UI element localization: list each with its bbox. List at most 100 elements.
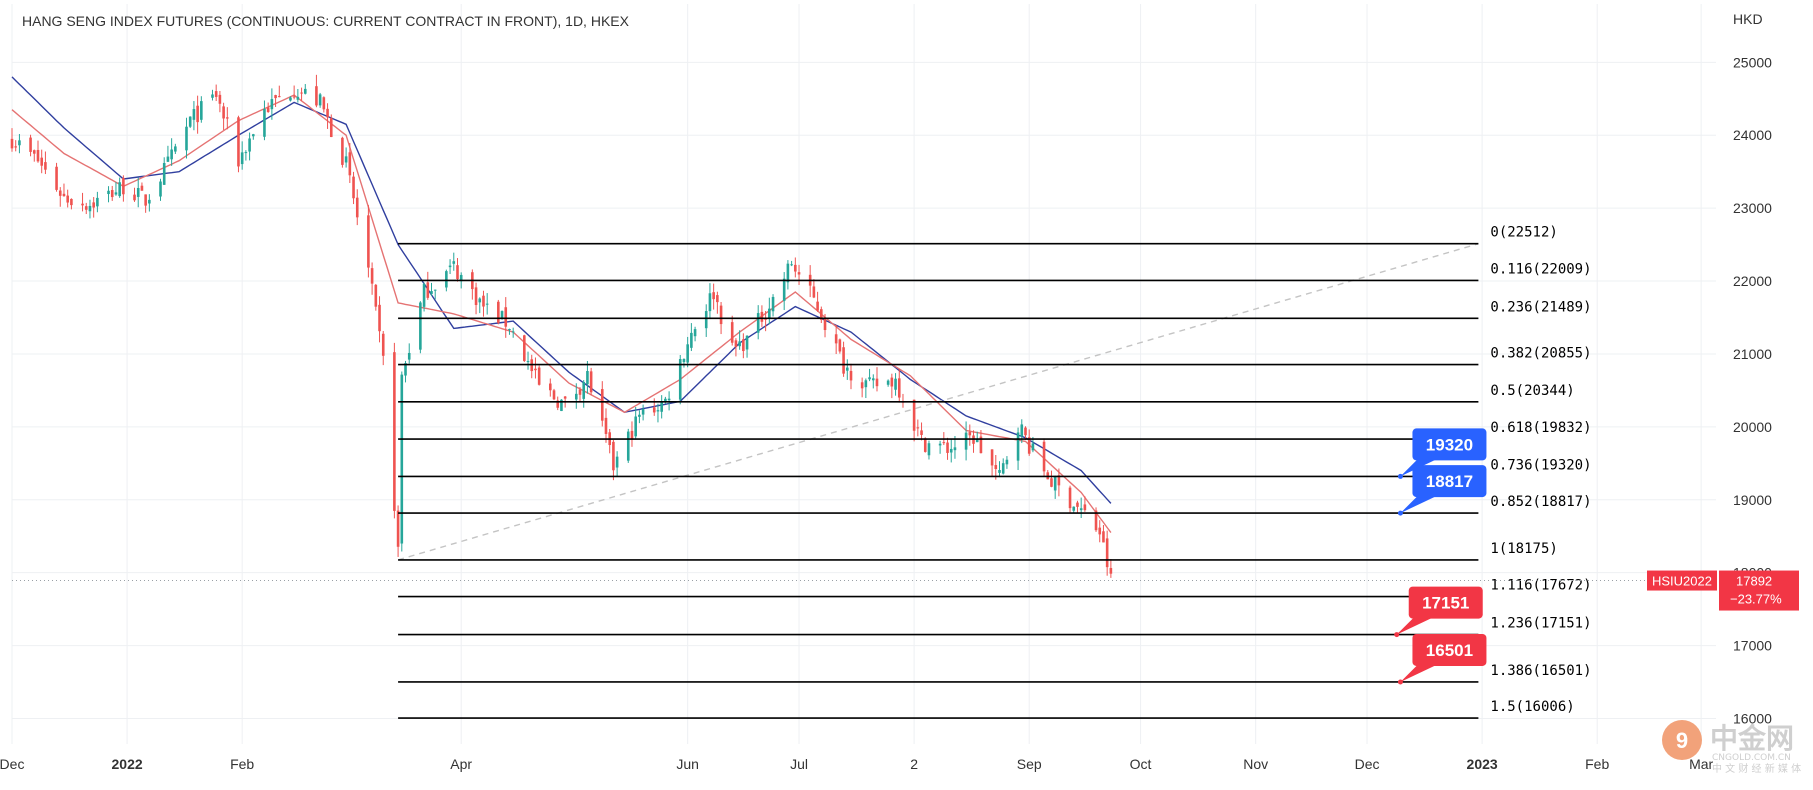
candle-body (537, 367, 541, 385)
candle-body (341, 137, 344, 165)
price-tick-label: 16000 (1733, 710, 1772, 726)
candle (448, 259, 452, 274)
candle (433, 289, 437, 300)
candle (549, 378, 552, 397)
candle (211, 89, 214, 101)
candle (1046, 470, 1050, 480)
candle-body (500, 311, 504, 319)
candle (875, 367, 879, 392)
candle-body (523, 335, 526, 361)
candle (979, 430, 983, 454)
candle-body (174, 146, 177, 152)
candle (964, 421, 968, 461)
candle-body (140, 185, 144, 191)
candle-body (29, 137, 32, 152)
candle-body (667, 398, 671, 401)
candle (122, 175, 125, 202)
symbol-tag-box (1647, 570, 1717, 591)
candle (574, 383, 578, 409)
candle (341, 136, 344, 168)
candle-body (88, 205, 92, 212)
candle-body (352, 176, 355, 199)
candle (374, 283, 378, 311)
price-tick-label: 17000 (1733, 638, 1772, 654)
candle (968, 424, 972, 446)
candle-body (641, 409, 645, 415)
candle (894, 373, 897, 396)
candle-body (797, 272, 801, 275)
candle (734, 338, 738, 357)
candle (1094, 507, 1098, 532)
last-price-tag: HSIU2022 17892 −23.77% (12, 570, 1799, 611)
candle-body (419, 302, 422, 350)
target-label: 18817 (1426, 472, 1473, 491)
candle-body (942, 442, 946, 444)
candle (1050, 470, 1053, 488)
candle-body (964, 432, 968, 450)
candle (600, 381, 604, 427)
candle-body (890, 377, 894, 387)
candle (252, 133, 255, 140)
candle (300, 87, 303, 101)
candle (1053, 475, 1057, 499)
candle-body (946, 442, 949, 453)
candle-body (36, 149, 40, 162)
candle (782, 272, 786, 311)
candle-body (920, 430, 923, 435)
candle-body (563, 396, 567, 399)
candle-body (452, 261, 456, 264)
candle-body (738, 341, 741, 347)
candle-body (18, 140, 21, 146)
candle (270, 88, 274, 120)
candle-body (916, 427, 920, 429)
candle (556, 396, 560, 411)
candle (322, 96, 326, 113)
candle-body (1027, 437, 1031, 454)
candle-body (786, 263, 790, 283)
watermark-logo-glyph: 9 (1676, 728, 1688, 753)
time-tick-label: Jun (676, 756, 699, 772)
time-axis[interactable]: Dec 2022 Feb Apr Jun Jul 2 Sep Oct Nov Dec 2023 Feb M… (0, 756, 1714, 772)
candle-body (252, 134, 255, 137)
candle-body (1001, 463, 1005, 474)
candle (370, 262, 374, 295)
candle-body (764, 318, 767, 320)
candle (226, 107, 229, 130)
candle-body (938, 443, 942, 446)
candle (871, 374, 875, 389)
target-callout: 16501 (1397, 633, 1487, 685)
candle-body (552, 390, 556, 400)
fib-level-label: 1(18175) (1490, 541, 1557, 557)
fib-level-label: 0.116(22009) (1490, 261, 1591, 277)
candle-body (396, 510, 400, 547)
candle (303, 84, 307, 95)
candle-body (118, 182, 121, 197)
candle-body (871, 378, 875, 381)
candle-body (860, 382, 864, 389)
candle-body (990, 449, 994, 466)
candle-body (196, 105, 199, 123)
candle (511, 327, 515, 338)
candle (612, 439, 615, 481)
candle-body (240, 152, 244, 165)
candle (478, 297, 482, 314)
price-axis[interactable]: 1600017000180001900020000210002200023000… (1733, 54, 1772, 726)
candle-body (556, 400, 560, 408)
candle (62, 183, 66, 197)
candle (604, 408, 608, 443)
candle (508, 328, 511, 335)
candle-body (66, 195, 69, 203)
candle-body (1079, 508, 1083, 511)
candle (497, 299, 500, 325)
candle-body (652, 407, 656, 413)
chart-title: HANG SENG INDEX FUTURES (CONTINUOUS: CUR… (22, 13, 630, 29)
candle-body (1016, 432, 1020, 461)
candle (690, 323, 693, 352)
candle (1072, 506, 1076, 513)
candle-body (96, 197, 99, 207)
candle (630, 421, 634, 447)
candle (534, 357, 537, 379)
candle (14, 140, 18, 152)
candle-body (508, 329, 511, 331)
candlesticks (10, 74, 1113, 578)
